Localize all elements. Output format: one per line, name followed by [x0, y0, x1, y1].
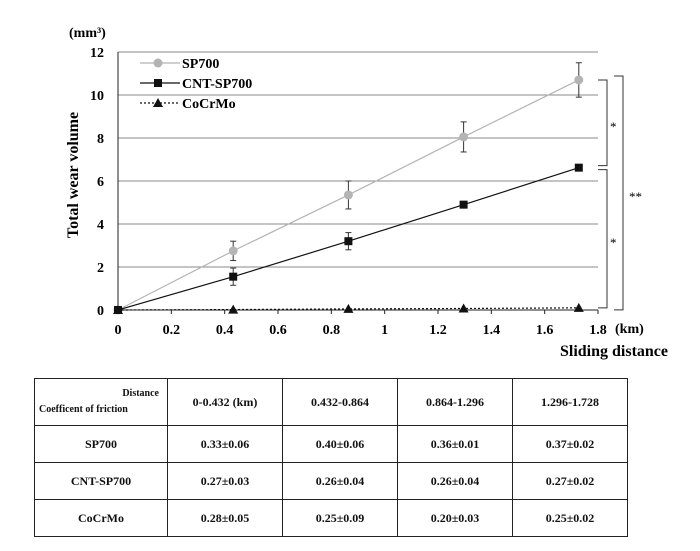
- column-header: 0.864-1.296: [397, 378, 513, 426]
- y-tick-label: 6: [97, 175, 104, 190]
- column-header: 0-0.432 (km): [167, 378, 283, 426]
- y-tick-label: 4: [97, 218, 104, 233]
- data-point: [229, 272, 238, 281]
- significance-bracket: [598, 169, 608, 309]
- x-tick-label: 0.8: [323, 323, 341, 338]
- table-corner-cell: Distance Coefficent of friction: [34, 378, 168, 426]
- significance-bracket: [614, 75, 624, 311]
- significance-label: **: [629, 189, 642, 204]
- table-row: CNT-SP700 0.27±0.03 0.26±0.04 0.26±0.04 …: [34, 462, 628, 500]
- x-tick-label: 0.4: [216, 323, 234, 338]
- axes: [117, 52, 599, 314]
- x-tick-label: 0.6: [269, 323, 287, 338]
- y-axis-label: Total wear volume: [65, 112, 82, 238]
- chart-legend: SP700 CNT-SP700 CoCrMo: [140, 57, 252, 112]
- x-unit-label: (km): [615, 322, 644, 337]
- table-cell: 0.28±0.05: [167, 499, 283, 537]
- series-layer: [113, 62, 584, 315]
- significance-label: *: [610, 119, 617, 134]
- x-tick-label: 1.8: [589, 323, 607, 338]
- data-point: [574, 163, 583, 172]
- x-tick-label: 1.2: [429, 323, 447, 338]
- table-cell: 0.40±0.06: [282, 425, 398, 463]
- y-tick-label: 8: [97, 132, 104, 147]
- data-point: [228, 304, 239, 314]
- x-tick-label: 1.6: [536, 323, 554, 338]
- table-cell: 0.36±0.01: [397, 425, 513, 463]
- x-tick-label: 1.4: [483, 323, 501, 338]
- row-label: CNT-SP700: [34, 462, 168, 500]
- data-point: [344, 237, 353, 246]
- y-tick-label: 0: [97, 304, 104, 319]
- legend-item: CoCrMo: [140, 97, 236, 112]
- data-point: [459, 200, 468, 209]
- data-point: [458, 303, 469, 313]
- table-header-row: Distance Coefficent of friction 0-0.432 …: [34, 378, 628, 426]
- data-point: [113, 305, 123, 314]
- significance-label: *: [610, 235, 617, 250]
- series-line: [117, 307, 579, 311]
- legend-label: SP700: [182, 57, 219, 72]
- series-cocrmo: [113, 302, 584, 314]
- x-tick-label: 0: [115, 323, 122, 338]
- table-cell: 0.25±0.02: [512, 499, 628, 537]
- corner-distance-label: Distance: [122, 388, 159, 399]
- friction-table: Distance Coefficent of friction 0-0.432 …: [34, 378, 628, 537]
- legend-label: CoCrMo: [182, 97, 236, 112]
- table-cell: 0.27±0.02: [512, 462, 628, 500]
- column-header: 0.432-0.864: [282, 378, 398, 426]
- x-axis-label: Sliding distance: [560, 343, 668, 360]
- y-tick-label: 12: [90, 46, 104, 61]
- significance-bracket: [598, 79, 608, 167]
- grid-lines: [118, 51, 598, 268]
- x-tick-label: 0.2: [163, 323, 181, 338]
- y-unit-label: (mm³): [69, 26, 106, 41]
- data-point: [228, 246, 238, 256]
- legend-item: SP700: [140, 57, 219, 72]
- data-point: [343, 190, 353, 200]
- table-row: SP700 0.33±0.06 0.40±0.06 0.36±0.01 0.37…: [34, 425, 628, 463]
- y-tick-label: 2: [97, 261, 104, 276]
- data-point: [153, 58, 163, 68]
- table-cell: 0.25±0.09: [282, 499, 398, 537]
- data-point: [459, 132, 469, 142]
- row-label: CoCrMo: [34, 499, 168, 537]
- data-point: [573, 302, 584, 312]
- data-point: [153, 98, 163, 107]
- legend-item: CNT-SP700: [140, 77, 252, 92]
- column-header: 1.296-1.728: [512, 378, 628, 426]
- table-cell: 0.27±0.03: [167, 462, 283, 500]
- table-cell: 0.37±0.02: [512, 425, 628, 463]
- corner-friction-label: Coefficent of friction: [39, 404, 128, 415]
- table-cell: 0.20±0.03: [397, 499, 513, 537]
- table-cell: 0.33±0.06: [167, 425, 283, 463]
- table-cell: 0.26±0.04: [282, 462, 398, 500]
- table-row: CoCrMo 0.28±0.05 0.25±0.09 0.20±0.03 0.2…: [34, 499, 628, 537]
- data-point: [343, 303, 354, 313]
- legend-label: CNT-SP700: [182, 77, 252, 92]
- y-tick-label: 10: [90, 89, 104, 104]
- row-label: SP700: [34, 425, 168, 463]
- data-point: [154, 79, 162, 87]
- tick-labels: 0 2 4 6 8 10 12 0 0.2 0.4 0.6 0.8 1 1.2 1.4 1.6 1.8: [90, 46, 607, 338]
- significance-brackets: ****: [598, 75, 642, 311]
- table-cell: 0.26±0.04: [397, 462, 513, 500]
- data-point: [574, 75, 584, 85]
- x-tick-label: 1: [381, 323, 388, 338]
